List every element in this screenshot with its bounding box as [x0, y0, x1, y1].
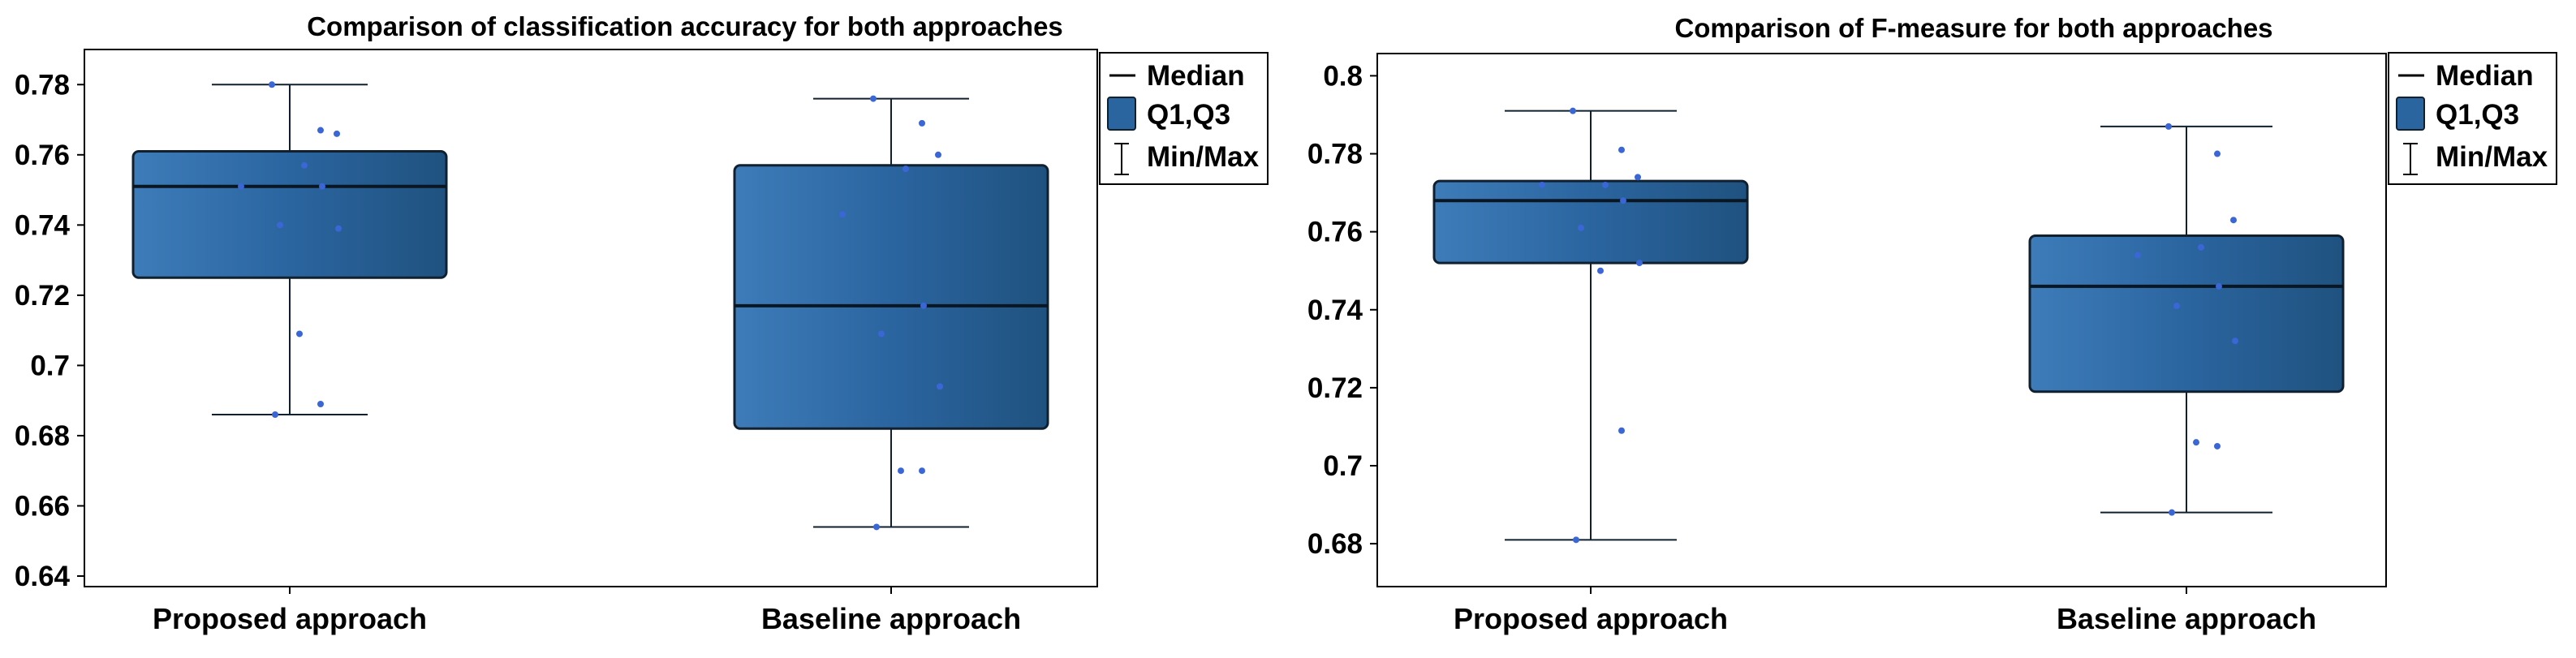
- chart-title: Comparison of classification accuracy fo…: [307, 11, 1063, 41]
- data-point: [2214, 150, 2221, 157]
- data-point: [2173, 302, 2180, 309]
- x-tick-label: Baseline approach: [761, 602, 1021, 635]
- data-point: [296, 330, 303, 338]
- data-point: [1618, 146, 1625, 153]
- iqr-box: [1432, 179, 1749, 264]
- data-point: [937, 383, 943, 390]
- data-point: [319, 183, 325, 190]
- data-point: [870, 95, 877, 102]
- y-tick-label: 0.68: [1307, 528, 1363, 560]
- data-point: [2134, 252, 2141, 259]
- chart-title: Comparison of F-measure for both approac…: [1674, 13, 2272, 43]
- legend: Median Q1,Q3 Min/Max: [1099, 52, 1269, 185]
- data-point: [920, 302, 927, 309]
- data-point: [1597, 267, 1604, 274]
- chart-2: Comparison of F-measure for both approac…: [1307, 13, 2557, 635]
- data-point: [935, 151, 941, 158]
- data-point: [2232, 338, 2238, 345]
- y-tick-label: 0.68: [15, 420, 70, 452]
- data-point: [1570, 107, 1576, 114]
- data-point: [839, 211, 846, 218]
- x-tick-label: Proposed approach: [153, 602, 427, 635]
- y-tick-label: 0.8: [1323, 60, 1363, 92]
- legend-iqr-swatch: [2396, 97, 2425, 131]
- y-tick-label: 0.78: [15, 69, 70, 101]
- data-point: [238, 183, 244, 190]
- data-point: [277, 221, 283, 229]
- legend-iqr-swatch: [1107, 97, 1136, 131]
- data-point: [1573, 536, 1579, 544]
- data-point: [317, 127, 324, 134]
- data-point: [902, 166, 909, 173]
- plot-area: [1376, 53, 2387, 587]
- legend-label-q1q3: Q1,Q3: [1147, 99, 1230, 131]
- legend-label-minmax: Min/Max: [1147, 141, 1260, 173]
- y-tick-label: 0.76: [1307, 217, 1363, 248]
- data-point: [269, 81, 275, 88]
- legend-label-q1q3: Q1,Q3: [2436, 99, 2519, 131]
- y-tick-label: 0.74: [1307, 295, 1363, 326]
- y-tick-label: 0.76: [15, 140, 70, 171]
- y-tick-label: 0.66: [15, 490, 70, 522]
- data-point: [335, 225, 342, 232]
- legend-label-median: Median: [1147, 60, 1245, 92]
- iqr-box: [2028, 234, 2345, 394]
- box-2: [733, 95, 1049, 531]
- data-point: [2165, 123, 2172, 130]
- data-point: [2216, 282, 2222, 290]
- x-tick-label: Baseline approach: [2057, 602, 2316, 635]
- data-point: [919, 467, 925, 475]
- box-1: [1432, 107, 1749, 544]
- data-point: [317, 401, 324, 408]
- y-tick-label: 0.74: [15, 209, 71, 241]
- legend-label-minmax: Min/Max: [2436, 141, 2548, 173]
- y-tick-label: 0.72: [15, 280, 70, 312]
- box-1: [131, 81, 448, 418]
- legend-label-median: Median: [2436, 60, 2534, 92]
- data-point: [301, 161, 308, 169]
- data-point: [2230, 217, 2237, 224]
- chart-1: Comparison of classification accuracy fo…: [15, 11, 1269, 635]
- plot-area: [84, 49, 1098, 587]
- data-point: [1602, 181, 1609, 188]
- data-point: [919, 119, 925, 127]
- y-tick-label: 0.7: [1323, 450, 1363, 482]
- data-point: [1578, 224, 1584, 231]
- data-point: [873, 523, 880, 531]
- data-point: [898, 467, 904, 475]
- data-point: [1620, 197, 1626, 204]
- data-point: [1539, 181, 1545, 188]
- data-point: [334, 130, 340, 137]
- box-2: [2028, 123, 2345, 516]
- data-point: [1618, 427, 1625, 434]
- data-point: [1635, 174, 1641, 181]
- data-point: [2198, 243, 2204, 251]
- data-point: [2169, 509, 2175, 516]
- iqr-box: [733, 164, 1049, 430]
- x-tick-label: Proposed approach: [1454, 602, 1728, 635]
- data-point: [878, 330, 885, 338]
- y-tick-label: 0.64: [15, 561, 71, 592]
- y-tick-label: 0.7: [30, 350, 70, 381]
- data-point: [2193, 439, 2199, 446]
- data-point: [1636, 260, 1643, 267]
- data-point: [2214, 442, 2221, 449]
- y-tick-label: 0.78: [1307, 139, 1363, 170]
- legend: Median Q1,Q3 Min/Max: [2388, 52, 2557, 185]
- y-tick-label: 0.72: [1307, 372, 1363, 404]
- iqr-box: [131, 149, 448, 279]
- data-point: [272, 411, 278, 418]
